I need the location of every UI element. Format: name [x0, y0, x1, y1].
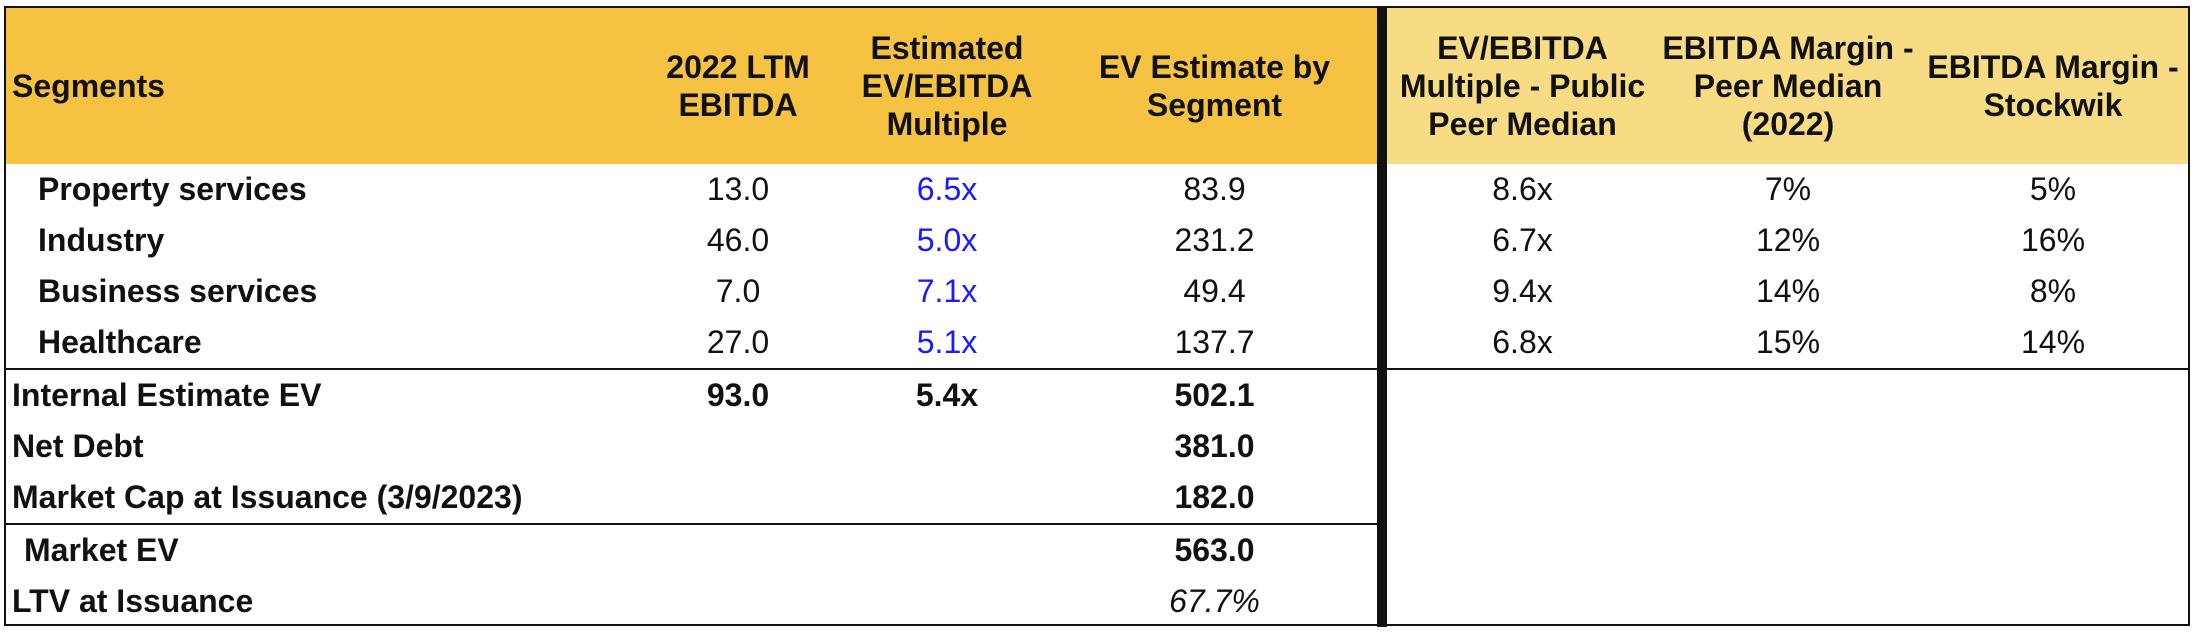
- header-peer-margin: EBITDA Margin - Peer Median (2022): [1658, 8, 1918, 164]
- segment-ev: 49.4: [1183, 273, 1246, 309]
- blank-cell: [1918, 472, 2188, 524]
- blank-cell: [842, 576, 1052, 627]
- segment-peer-margin: 7%: [1764, 171, 1812, 207]
- header-segments: Segments: [6, 8, 634, 164]
- internal-ev-value: 502.1: [1052, 368, 1382, 421]
- blank-cell: [1658, 421, 1918, 472]
- segment-row: Industry 46.0 5.0x 231.2 6.7x 12% 16%: [6, 215, 2188, 266]
- internal-ev-multiple: 5.4x: [842, 368, 1052, 421]
- blank-cell: [842, 472, 1052, 524]
- net-debt-label: Net Debt: [12, 428, 144, 464]
- segment-multiple: 5.1x: [916, 324, 978, 360]
- header-peer-multiple: EV/EBITDA Multiple - Public Peer Median: [1377, 8, 1658, 164]
- blank-cell: [1658, 576, 1918, 627]
- segment-multiple: 7.1x: [916, 273, 978, 309]
- blank-cell: [1918, 524, 2188, 576]
- market-ev-label: Market EV: [6, 523, 634, 576]
- segment-ltm-ebitda: 27.0: [706, 324, 770, 360]
- header-stockwik-margin: EBITDA Margin - Stockwik: [1918, 8, 2188, 164]
- market-cap-value: 182.0: [1174, 479, 1255, 515]
- net-debt-row: Net Debt 381.0: [6, 421, 2188, 472]
- blank-cell: [634, 523, 842, 576]
- segment-row: Healthcare 27.0 5.1x 137.7 6.8x 15% 14%: [6, 317, 2188, 369]
- ltv-row: LTV at Issuance 67.7%: [6, 576, 2188, 627]
- segment-ev: 137.7: [1174, 324, 1255, 360]
- segment-multiple: 5.0x: [916, 222, 978, 258]
- segment-peer-multiple: 9.4x: [1377, 266, 1658, 317]
- valuation-table: Segments 2022 LTM EBITDA Estimated EV/EB…: [4, 6, 2190, 627]
- blank-cell: [1377, 524, 1658, 576]
- segment-name: Property services: [38, 171, 307, 207]
- blank-cell: [1918, 421, 2188, 472]
- ltv-label: LTV at Issuance: [12, 583, 254, 619]
- segment-peer-margin: 15%: [1755, 324, 1821, 360]
- segment-peer-multiple: 6.8x: [1377, 317, 1658, 369]
- market-ev-value: 563.0: [1052, 523, 1382, 576]
- blank-cell: [1918, 576, 2188, 627]
- segment-ltm-ebitda: 46.0: [706, 222, 770, 258]
- segment-name: Industry: [38, 222, 165, 258]
- market-cap-row: Market Cap at Issuance (3/9/2023) 182.0: [6, 472, 2188, 524]
- blank-cell: [1658, 472, 1918, 524]
- internal-ev-ltm-ebitda: 93.0: [634, 368, 842, 421]
- header-ev-estimate: EV Estimate by Segment: [1052, 8, 1382, 164]
- blank-cell: [1377, 472, 1658, 524]
- blank-cell: [634, 472, 842, 524]
- segment-ev: 231.2: [1174, 222, 1255, 258]
- header-row: Segments 2022 LTM EBITDA Estimated EV/EB…: [6, 8, 2188, 164]
- segment-ltm-ebitda: 7.0: [715, 273, 761, 309]
- blank-cell: [1377, 421, 1658, 472]
- segment-row: Property services 13.0 6.5x 83.9 8.6x 7%…: [6, 164, 2188, 215]
- segment-name: Healthcare: [38, 324, 202, 360]
- blank-cell: [1658, 368, 1918, 421]
- segment-stockwik-margin: 16%: [2020, 222, 2086, 258]
- segment-peer-multiple: 8.6x: [1377, 164, 1658, 215]
- segment-row: Business services 7.0 7.1x 49.4 9.4x 14%…: [6, 266, 2188, 317]
- segment-name: Business services: [38, 273, 318, 309]
- blank-cell: [1658, 524, 1918, 576]
- internal-ev-row: Internal Estimate EV 93.0 5.4x 502.1: [6, 368, 2188, 421]
- segment-peer-margin: 14%: [1755, 273, 1821, 309]
- market-cap-label: Market Cap at Issuance (3/9/2023): [12, 479, 523, 515]
- market-ev-row: Market EV 563.0: [6, 523, 2188, 576]
- blank-cell: [842, 523, 1052, 576]
- blank-cell: [1918, 368, 2188, 421]
- blank-cell: [634, 576, 842, 627]
- header-est-multiple: Estimated EV/EBITDA Multiple: [842, 8, 1052, 164]
- blank-cell: [842, 421, 1052, 472]
- segment-peer-multiple: 6.7x: [1377, 215, 1658, 266]
- segment-stockwik-margin: 14%: [2020, 324, 2086, 360]
- net-debt-value: 381.0: [1174, 428, 1255, 464]
- blank-cell: [634, 421, 842, 472]
- segment-ev: 83.9: [1183, 171, 1246, 207]
- internal-ev-label: Internal Estimate EV: [6, 368, 634, 421]
- segment-ltm-ebitda: 13.0: [706, 171, 770, 207]
- segment-stockwik-margin: 8%: [2029, 273, 2077, 309]
- blank-cell: [1377, 368, 1658, 421]
- header-ltm-ebitda: 2022 LTM EBITDA: [634, 8, 842, 164]
- segment-peer-margin: 12%: [1755, 222, 1821, 258]
- blank-cell: [1377, 576, 1658, 627]
- segment-stockwik-margin: 5%: [2029, 171, 2077, 207]
- segment-multiple: 6.5x: [916, 171, 978, 207]
- ltv-value: 67.7%: [1169, 583, 1260, 619]
